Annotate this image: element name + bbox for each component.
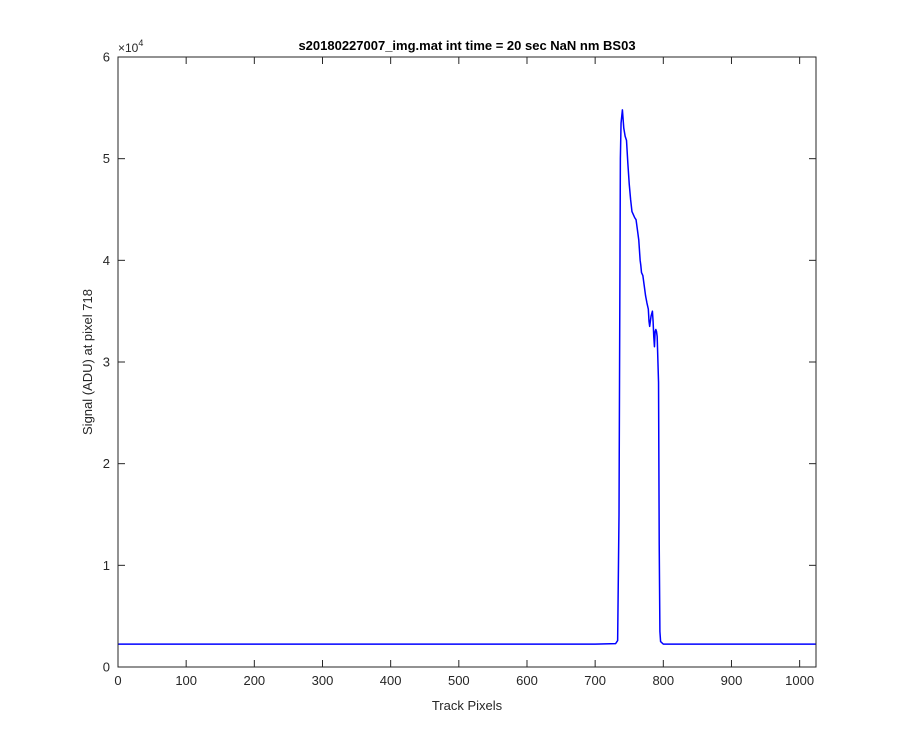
series-line-1 (118, 109, 816, 645)
y-tick-label: 3 (103, 355, 110, 370)
y-tick-label: 1 (103, 558, 110, 573)
y-tick-label: 5 (103, 151, 110, 166)
chart-title: s20180227007_img.mat int time = 20 sec N… (298, 38, 635, 53)
y-exponent-label: ×104 (118, 38, 143, 55)
y-tick-label: 2 (103, 456, 110, 471)
x-tick-label: 300 (312, 673, 334, 688)
y-exponent-power: 4 (138, 38, 143, 48)
x-tick-label: 700 (584, 673, 606, 688)
x-tick-label: 400 (380, 673, 402, 688)
y-axis-label: Signal (ADU) at pixel 718 (80, 289, 95, 435)
x-tick-label: 200 (243, 673, 265, 688)
x-axis-label: Track Pixels (432, 698, 503, 713)
plot-area (118, 57, 816, 667)
y-tick-label: 4 (103, 253, 110, 268)
y-tick-label: 6 (103, 50, 110, 65)
y-tick-label: 0 (103, 660, 110, 675)
x-tick-label: 1000 (785, 673, 814, 688)
x-tick-label: 600 (516, 673, 538, 688)
y-exponent-base: ×10 (118, 41, 139, 55)
x-tick-label: 500 (448, 673, 470, 688)
x-tick-label: 800 (652, 673, 674, 688)
x-tick-label: 0 (114, 673, 121, 688)
x-tick-label: 100 (175, 673, 197, 688)
x-tick-label: 900 (721, 673, 743, 688)
